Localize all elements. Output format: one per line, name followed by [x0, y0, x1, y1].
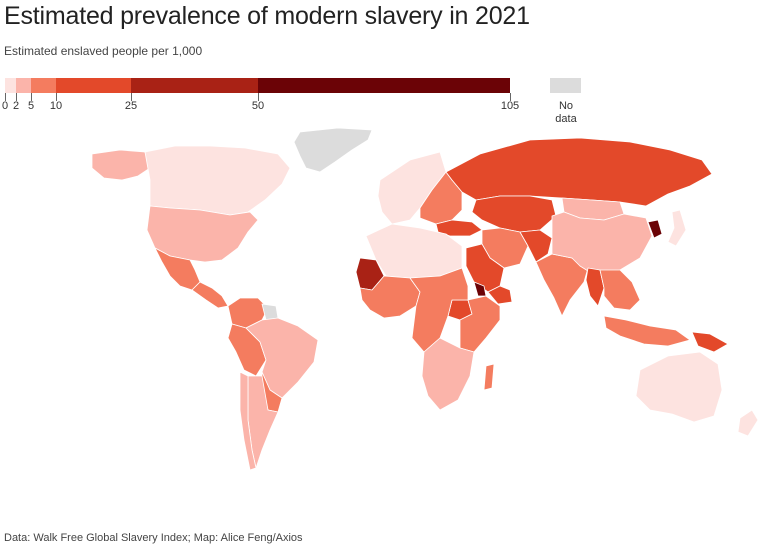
- legend-bin-5: [258, 78, 510, 93]
- legend-bin-0: [5, 78, 16, 93]
- region-north-korea: [647, 219, 663, 239]
- region-china: [551, 211, 653, 277]
- region-east-africa: [459, 295, 501, 353]
- legend-no-data-swatch: [550, 78, 581, 93]
- region-greenland: [293, 127, 373, 173]
- legend-no-data-label: No data: [555, 100, 577, 125]
- legend-tick-4: [131, 93, 132, 101]
- region-afghanistan: [519, 229, 553, 263]
- chart-title: Estimated prevalence of modern slavery i…: [4, 2, 530, 30]
- legend-tick-label-5: 50: [251, 100, 265, 112]
- chart-subtitle: Estimated enslaved people per 1,000: [4, 44, 203, 58]
- region-southeast-asia: [599, 269, 641, 311]
- region-japan: [667, 209, 687, 247]
- legend-tick-label-6: 105: [500, 100, 520, 112]
- color-legend: No data 0 2 5 10 25 50 105: [0, 78, 600, 128]
- legend-tick-label-1: 2: [12, 100, 20, 112]
- legend-bin-3: [56, 78, 131, 93]
- region-southern-africa: [421, 337, 475, 411]
- legend-bin-4: [131, 78, 258, 93]
- region-central-asia: [471, 195, 557, 233]
- legend-tick-3: [56, 93, 57, 101]
- region-indonesia: [603, 315, 691, 347]
- region-canada: [144, 145, 291, 216]
- legend-tick-label-2: 5: [27, 100, 35, 112]
- region-chile: [239, 371, 257, 471]
- legend-bin-1: [16, 78, 31, 93]
- region-central-america: [191, 281, 229, 309]
- region-brazil: [245, 317, 319, 399]
- legend-tick-2: [31, 93, 32, 101]
- legend-bin-2: [31, 78, 56, 93]
- region-guianas: [261, 303, 279, 321]
- legend-tick-6: [510, 93, 511, 101]
- region-papua-new-guinea: [691, 331, 729, 353]
- source-note: Data: Walk Free Global Slavery Index; Ma…: [4, 532, 303, 544]
- region-new-zealand: [737, 409, 759, 437]
- region-alaska: [91, 149, 151, 181]
- region-australia: [635, 351, 723, 423]
- region-arabian-gulf: [487, 285, 513, 305]
- legend-tick-5: [258, 93, 259, 101]
- region-russia: [445, 137, 713, 207]
- region-central-africa: [409, 267, 469, 353]
- legend-tick-label-3: 10: [49, 100, 63, 112]
- legend-tick-label-4: 25: [124, 100, 138, 112]
- legend-tick-label-0: 0: [1, 100, 9, 112]
- legend-tick-0: [5, 93, 6, 101]
- region-madagascar: [483, 363, 495, 391]
- legend-tick-1: [16, 93, 17, 101]
- world-map: [91, 127, 759, 471]
